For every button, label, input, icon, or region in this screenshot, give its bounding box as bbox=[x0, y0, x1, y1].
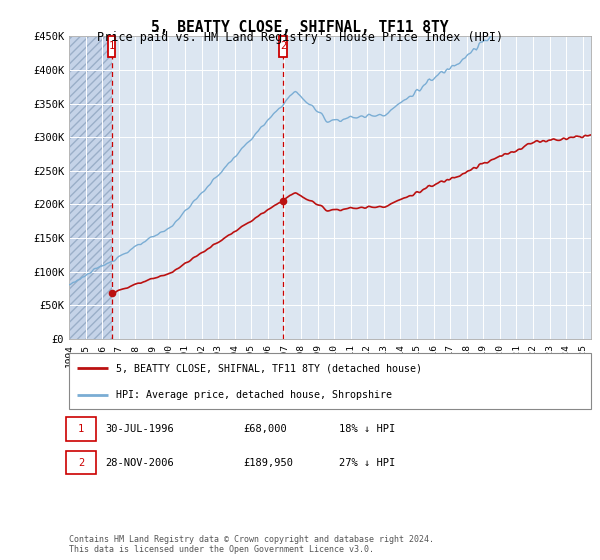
Text: 2: 2 bbox=[280, 41, 286, 52]
FancyBboxPatch shape bbox=[108, 36, 115, 57]
Text: 27% ↓ HPI: 27% ↓ HPI bbox=[339, 458, 395, 468]
Text: 30-JUL-1996: 30-JUL-1996 bbox=[105, 424, 174, 434]
Text: £68,000: £68,000 bbox=[243, 424, 287, 434]
Text: 1: 1 bbox=[78, 424, 84, 434]
Text: 18% ↓ HPI: 18% ↓ HPI bbox=[339, 424, 395, 434]
Bar bbox=[69, 36, 112, 339]
Text: 2: 2 bbox=[78, 458, 84, 468]
Text: 5, BEATTY CLOSE, SHIFNAL, TF11 8TY (detached house): 5, BEATTY CLOSE, SHIFNAL, TF11 8TY (deta… bbox=[116, 363, 422, 374]
Text: HPI: Average price, detached house, Shropshire: HPI: Average price, detached house, Shro… bbox=[116, 390, 392, 400]
FancyBboxPatch shape bbox=[279, 36, 287, 57]
Text: 5, BEATTY CLOSE, SHIFNAL, TF11 8TY: 5, BEATTY CLOSE, SHIFNAL, TF11 8TY bbox=[151, 20, 449, 35]
FancyBboxPatch shape bbox=[69, 353, 591, 409]
Text: Contains HM Land Registry data © Crown copyright and database right 2024.
This d: Contains HM Land Registry data © Crown c… bbox=[69, 535, 434, 554]
Text: 28-NOV-2006: 28-NOV-2006 bbox=[105, 458, 174, 468]
Text: £189,950: £189,950 bbox=[243, 458, 293, 468]
Text: Price paid vs. HM Land Registry's House Price Index (HPI): Price paid vs. HM Land Registry's House … bbox=[97, 31, 503, 44]
Text: 1: 1 bbox=[109, 41, 115, 52]
